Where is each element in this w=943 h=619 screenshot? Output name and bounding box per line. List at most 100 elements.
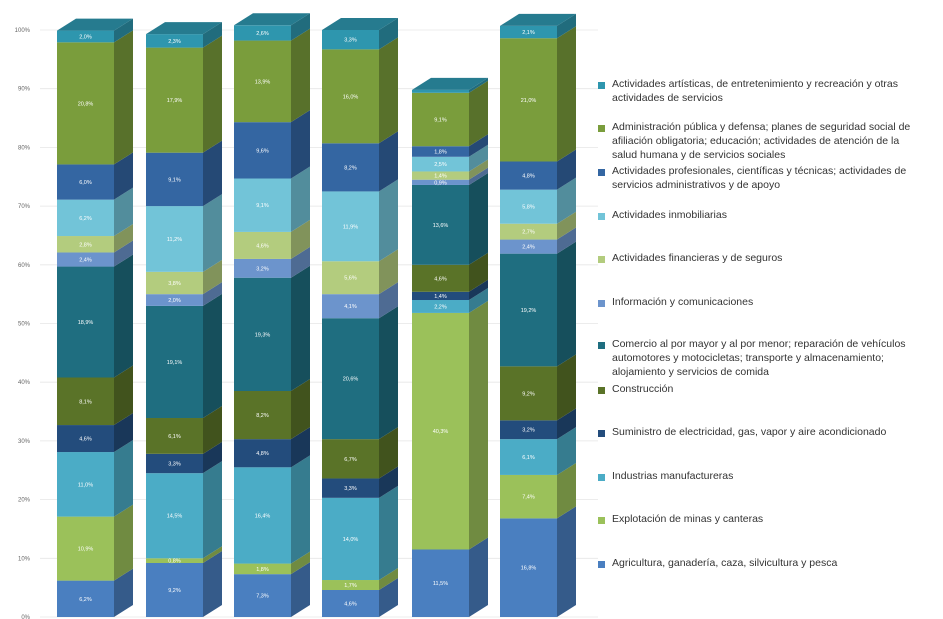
bar-side (291, 379, 310, 440)
bar-segment (57, 30, 133, 165)
bar-segment (412, 134, 488, 157)
data-label: 2,8% (79, 242, 92, 248)
bar-segment (234, 427, 310, 468)
bar-segment (57, 568, 133, 617)
bar-face (57, 164, 114, 200)
data-label: 18,9% (78, 320, 94, 326)
bar-side (469, 252, 488, 292)
bar-segment (146, 550, 222, 617)
bar-side (203, 35, 222, 153)
bar-face (234, 122, 291, 179)
legend-label: Actividades inmobiliarias (612, 209, 727, 221)
bar-segment (412, 167, 488, 185)
bar-segment (234, 110, 310, 179)
y-tick-label: 20% (18, 498, 31, 504)
bar-segment (234, 219, 310, 259)
data-label: 3,8% (168, 281, 181, 287)
bar-top (412, 77, 488, 90)
bar-face (57, 252, 114, 267)
bar-face (146, 206, 203, 272)
bar-side (203, 194, 222, 272)
bar-face (57, 452, 114, 517)
data-label: 9,2% (522, 391, 535, 397)
bar-segment (500, 427, 576, 475)
data-label: 11,0% (78, 482, 93, 488)
data-label: 4,1% (344, 304, 357, 310)
data-label: 10,9% (78, 547, 94, 553)
bar-segment (146, 194, 222, 272)
bar-side (469, 288, 488, 313)
bar-face (500, 439, 557, 475)
bar-face (322, 589, 379, 617)
legend-item: Actividades profesionales, científicas y… (598, 164, 917, 192)
bar-side (379, 131, 398, 192)
data-label: 14,5% (167, 514, 183, 520)
legend-item: Actividades inmobiliarias (598, 208, 917, 222)
bar-segment (234, 13, 310, 41)
bar-side (114, 504, 133, 581)
legend-label: Suministro de electricidad, gas, vapor y… (612, 426, 887, 438)
bar-face (322, 49, 379, 144)
legend-item: Agricultura, ganadería, caza, silvicultu… (598, 556, 917, 570)
data-label: 6,2% (79, 597, 92, 603)
bar-side (557, 427, 576, 475)
bar-face (57, 425, 114, 453)
data-label: 2,6% (256, 31, 269, 37)
bar-face (412, 549, 469, 617)
bar-segment (146, 406, 222, 454)
bar-side (379, 18, 398, 50)
legend-item: Industrias manufactureras (598, 469, 917, 483)
legend-item: Construcción (598, 382, 917, 396)
data-label: 4,6% (256, 243, 269, 249)
bar-side (114, 254, 133, 378)
bar-face (146, 271, 203, 295)
y-tick-label: 100% (15, 28, 31, 34)
bar-side (379, 306, 398, 440)
bar-face (146, 305, 203, 419)
y-tick-label: 0% (21, 615, 30, 619)
bar-side (114, 187, 133, 237)
data-label: 9,2% (168, 588, 181, 594)
bar-segment (322, 466, 398, 498)
bar-side (469, 144, 488, 172)
bar-segment (146, 282, 222, 306)
bar-face (412, 146, 469, 157)
legend-item: Comercio al por mayor y al por menor; re… (598, 337, 917, 379)
data-label: 11,5% (433, 581, 448, 587)
data-label: 6,1% (168, 434, 181, 440)
y-tick-label: 50% (18, 322, 31, 328)
data-label: 13,6% (433, 223, 449, 229)
bar-face (412, 291, 469, 301)
legend-label: Actividades financieras y de seguros (612, 252, 783, 264)
bar-side (203, 140, 222, 207)
bar-side (291, 166, 310, 232)
bar-face (146, 562, 203, 617)
bar-face (234, 178, 291, 232)
bar-segment (500, 149, 576, 190)
data-label: 1,8% (256, 567, 269, 573)
data-label: 1,4% (434, 294, 447, 300)
data-label: 2,1% (522, 30, 535, 36)
bar-top (57, 18, 133, 31)
bar-side (114, 568, 133, 617)
bar-side (379, 568, 398, 590)
bar-side (557, 408, 576, 440)
bar-side (203, 406, 222, 454)
legend-label: Comercio al por mayor y al por menor; re… (612, 338, 906, 378)
bar-face (146, 47, 203, 153)
bar-segment (234, 265, 310, 392)
bar-face (234, 277, 291, 392)
data-label: 2,5% (434, 162, 447, 168)
y-tick-label: 40% (18, 380, 31, 386)
bar-segment (500, 26, 576, 162)
bar-segment (234, 246, 310, 278)
bar-side (469, 537, 488, 617)
bar-side (379, 577, 398, 617)
bar-face (234, 258, 291, 278)
bar-face (412, 171, 469, 180)
bar-side (379, 37, 398, 144)
bar-segment (322, 179, 398, 262)
data-label: 19,3% (255, 332, 271, 338)
data-label: 2,7% (522, 230, 535, 236)
